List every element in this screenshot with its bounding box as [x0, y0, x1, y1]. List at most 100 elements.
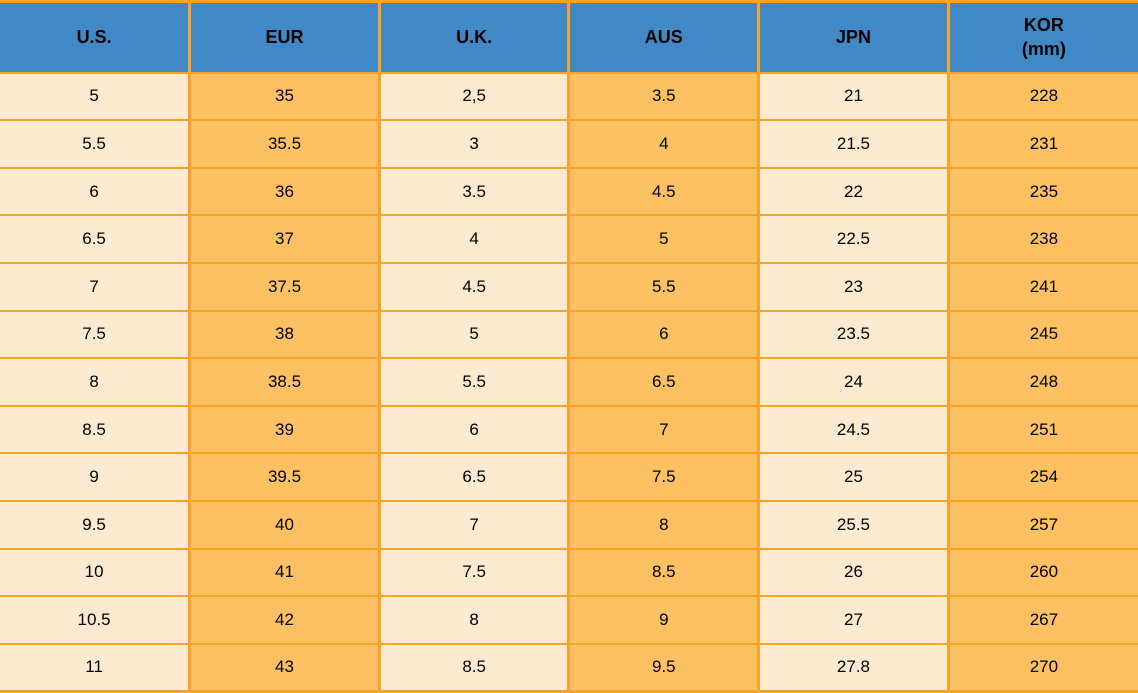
- cell-aus: 6: [567, 309, 761, 360]
- column-header-label: U.K.: [456, 27, 493, 48]
- cell-aus: 5: [567, 214, 761, 264]
- cell-eur: 43: [188, 642, 381, 693]
- cell-kor: 245: [946, 309, 1138, 360]
- cell-jpn: 25: [757, 452, 950, 502]
- column-header-uk: U.K.: [377, 0, 571, 74]
- cell-aus: 7.5: [567, 452, 761, 502]
- column-header-sublabel: (mm): [1021, 39, 1066, 60]
- cell-jpn: 21.5: [757, 119, 950, 169]
- column-header-eur: EUR: [188, 0, 381, 74]
- header-row: U.S. EUR U.K. AUS: [0, 0, 1138, 74]
- cell-us: 9.5: [0, 499, 192, 550]
- cell-uk: 4.5: [377, 261, 571, 312]
- table-row: 5 35 2,5 3.5 21 228: [0, 71, 1138, 122]
- cell-aus: 4: [567, 119, 761, 169]
- cell-aus: 4.5: [567, 166, 761, 217]
- column-header-label: U.S.: [76, 27, 112, 48]
- column-header-label: AUS: [644, 27, 683, 48]
- cell-kor: 231: [946, 119, 1138, 169]
- cell-kor: 257: [946, 499, 1138, 550]
- cell-us: 10.5: [0, 595, 192, 645]
- table-row: 9.5 40 7 8 25.5 257: [0, 499, 1138, 550]
- cell-eur: 42: [188, 595, 381, 645]
- cell-jpn: 27.8: [757, 642, 950, 693]
- column-header-aus: AUS: [567, 0, 761, 74]
- cell-eur: 38: [188, 309, 381, 360]
- table-row: 6.5 37 4 5 22.5 238: [0, 214, 1138, 264]
- cell-kor: 254: [946, 452, 1138, 502]
- cell-us: 6.5: [0, 214, 192, 264]
- cell-us: 5.5: [0, 119, 192, 169]
- cell-us: 8.5: [0, 404, 192, 455]
- cell-uk: 4: [377, 214, 571, 264]
- cell-aus: 5.5: [567, 261, 761, 312]
- cell-kor: 241: [946, 261, 1138, 312]
- table-row: 7 37.5 4.5 5.5 23 241: [0, 261, 1138, 312]
- cell-jpn: 22.5: [757, 214, 950, 264]
- cell-eur: 37.5: [188, 261, 381, 312]
- cell-kor: 238: [946, 214, 1138, 264]
- cell-eur: 38.5: [188, 357, 381, 407]
- cell-kor: 248: [946, 357, 1138, 407]
- cell-uk: 5.5: [377, 357, 571, 407]
- cell-kor: 228: [946, 71, 1138, 122]
- cell-eur: 39: [188, 404, 381, 455]
- cell-jpn: 26: [757, 547, 950, 598]
- cell-aus: 9: [567, 595, 761, 645]
- table-row: 9 39.5 6.5 7.5 25 254: [0, 452, 1138, 502]
- column-header-label: EUR: [265, 27, 304, 48]
- cell-uk: 5: [377, 309, 571, 360]
- cell-jpn: 22: [757, 166, 950, 217]
- cell-eur: 40: [188, 499, 381, 550]
- cell-jpn: 25.5: [757, 499, 950, 550]
- cell-jpn: 24.5: [757, 404, 950, 455]
- cell-eur: 35: [188, 71, 381, 122]
- cell-kor: 235: [946, 166, 1138, 217]
- cell-kor: 260: [946, 547, 1138, 598]
- table-row: 10 41 7.5 8.5 26 260: [0, 547, 1138, 598]
- table-row: 5.5 35.5 3 4 21.5 231: [0, 119, 1138, 169]
- column-header-label: JPN: [835, 27, 871, 48]
- cell-eur: 37: [188, 214, 381, 264]
- cell-kor: 251: [946, 404, 1138, 455]
- cell-uk: 8.5: [377, 642, 571, 693]
- column-header-us: U.S.: [0, 0, 192, 74]
- cell-jpn: 23.5: [757, 309, 950, 360]
- cell-us: 8: [0, 357, 192, 407]
- cell-aus: 8: [567, 499, 761, 550]
- table-row: 8 38.5 5.5 6.5 24 248: [0, 357, 1138, 407]
- table-row: 11 43 8.5 9.5 27.8 270: [0, 642, 1138, 693]
- cell-jpn: 23: [757, 261, 950, 312]
- table-row: 8.5 39 6 7 24.5 251: [0, 404, 1138, 455]
- cell-us: 7.5: [0, 309, 192, 360]
- cell-uk: 2,5: [377, 71, 571, 122]
- table-row: 10.5 42 8 9 27 267: [0, 595, 1138, 645]
- cell-jpn: 21: [757, 71, 950, 122]
- cell-uk: 6: [377, 404, 571, 455]
- cell-aus: 9.5: [567, 642, 761, 693]
- cell-uk: 3: [377, 119, 571, 169]
- cell-aus: 3.5: [567, 71, 761, 122]
- cell-uk: 3.5: [377, 166, 571, 217]
- cell-kor: 267: [946, 595, 1138, 645]
- cell-us: 11: [0, 642, 192, 693]
- cell-aus: 8.5: [567, 547, 761, 598]
- cell-aus: 7: [567, 404, 761, 455]
- cell-aus: 6.5: [567, 357, 761, 407]
- table-body: 5 35 2,5 3.5 21 228 5.5 35.5 3 4 21.5 23…: [0, 71, 1138, 693]
- table-header: U.S. EUR U.K. AUS: [0, 0, 1138, 74]
- cell-eur: 36: [188, 166, 381, 217]
- column-header-jpn: JPN: [757, 0, 950, 74]
- cell-jpn: 27: [757, 595, 950, 645]
- cell-us: 6: [0, 166, 192, 217]
- cell-eur: 39.5: [188, 452, 381, 502]
- cell-eur: 41: [188, 547, 381, 598]
- cell-us: 10: [0, 547, 192, 598]
- cell-uk: 7: [377, 499, 571, 550]
- cell-us: 7: [0, 261, 192, 312]
- cell-eur: 35.5: [188, 119, 381, 169]
- table-row: 7.5 38 5 6 23.5 245: [0, 309, 1138, 360]
- cell-us: 9: [0, 452, 192, 502]
- cell-uk: 8: [377, 595, 571, 645]
